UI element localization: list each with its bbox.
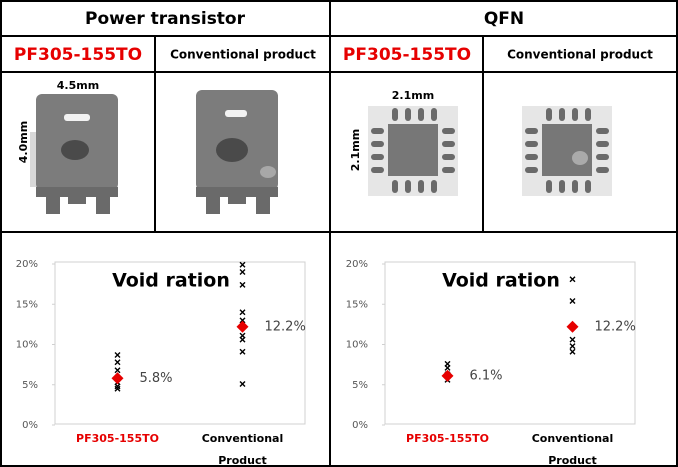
dimension-label: 2.1mm — [349, 129, 362, 171]
mean-marker — [111, 372, 124, 385]
x-tick-label: Conventional Product — [201, 432, 284, 467]
dimension-label: 4.0mm — [17, 121, 30, 163]
column-title: QFN — [484, 9, 524, 29]
product-label: PF305-155TO — [343, 45, 471, 65]
value-label: 5.8% — [140, 371, 173, 386]
x-tick-label: PF305-155TO — [76, 432, 159, 445]
data-point — [239, 269, 246, 276]
product-label: Conventional product — [507, 48, 653, 62]
data-point — [239, 309, 246, 316]
xray-image — [196, 90, 278, 214]
mean-marker — [441, 369, 454, 382]
data-point — [569, 336, 576, 343]
data-point — [114, 351, 121, 358]
y-tick-label: 15% — [16, 299, 38, 310]
y-tick-label: 0% — [22, 420, 38, 431]
xray-image — [368, 106, 458, 196]
data-point — [569, 298, 576, 305]
x-tick-label: PF305-155TO — [406, 432, 489, 445]
plot-area — [384, 261, 636, 425]
data-point — [569, 343, 576, 350]
data-point — [239, 281, 246, 288]
product-label: Conventional product — [170, 48, 316, 62]
x-tick-label: Conventional Product — [531, 432, 614, 467]
y-tick-label: 20% — [346, 259, 368, 270]
y-tick-label: 20% — [16, 259, 38, 270]
product-label: PF305-155TO — [14, 45, 142, 65]
chart-title: Void ration — [442, 270, 560, 292]
data-point — [569, 276, 576, 283]
data-point — [114, 359, 121, 366]
column-title: Power transistor — [85, 9, 246, 29]
xray-image — [30, 94, 118, 214]
xray-image — [522, 106, 612, 196]
data-point — [239, 317, 246, 324]
mean-marker — [566, 320, 579, 333]
data-point — [114, 385, 121, 392]
dimension-label: 4.5mm — [57, 79, 99, 92]
data-point — [239, 348, 246, 355]
data-point — [239, 336, 246, 343]
dimension-label: 2.1mm — [392, 89, 434, 102]
plot-area — [54, 261, 306, 425]
value-label: 12.2% — [265, 319, 306, 334]
y-tick-label: 5% — [22, 380, 38, 391]
data-point — [444, 364, 451, 371]
data-point — [239, 261, 246, 268]
y-tick-label: 10% — [346, 340, 368, 351]
value-label: 12.2% — [595, 319, 636, 334]
y-tick-label: 10% — [16, 340, 38, 351]
data-point — [569, 348, 576, 355]
data-point — [114, 367, 121, 374]
y-tick-label: 15% — [346, 299, 368, 310]
y-tick-label: 0% — [352, 420, 368, 431]
y-tick-label: 5% — [352, 380, 368, 391]
data-point — [239, 380, 246, 387]
value-label: 6.1% — [470, 368, 503, 383]
mean-marker — [236, 320, 249, 333]
chart-title: Void ration — [112, 270, 230, 292]
